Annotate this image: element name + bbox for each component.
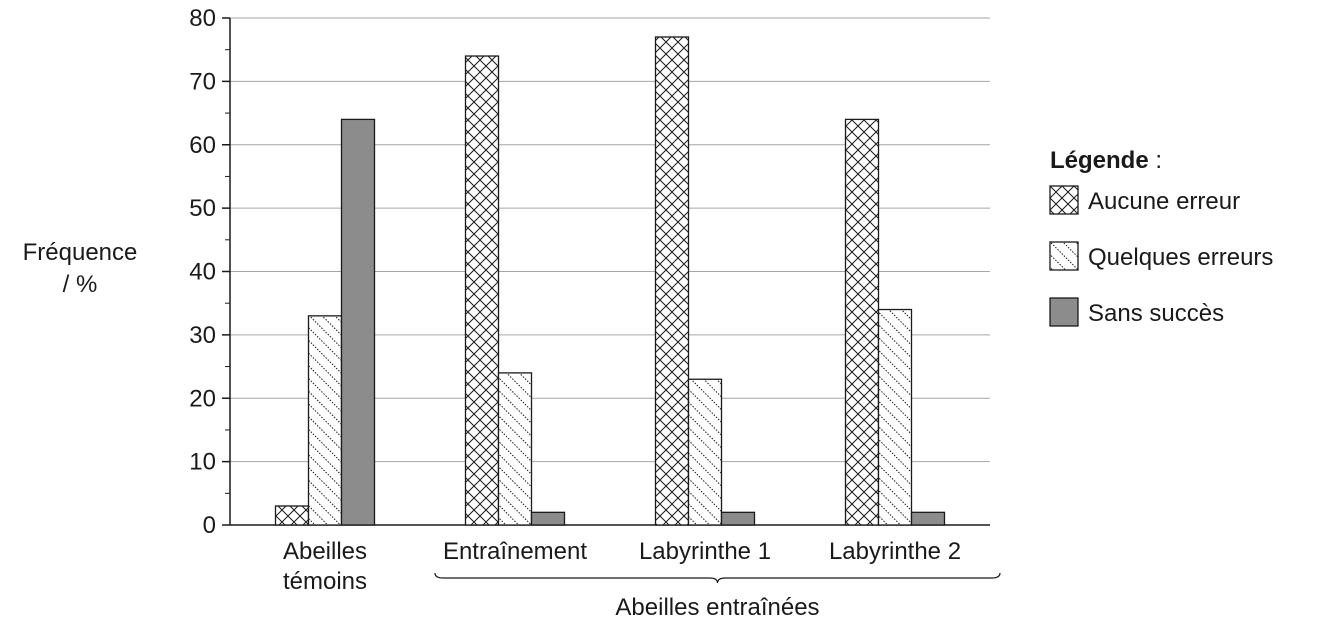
y-axis-title-text: Fréquence / % [23,239,138,298]
y-tick-label: 60 [189,132,216,159]
category-label: Labyrinthe 1 [639,538,771,565]
bars [274,36,946,526]
y-tick-label: 30 [189,322,216,349]
bar-aucune-erreur-0 [274,505,310,526]
bar-aucune-erreur-3 [844,118,880,526]
bar-aucune-erreur-1 [464,55,500,526]
legend-swatch [1049,297,1079,327]
category-label: Entraînement [443,538,587,565]
legend-entry-label: Sans succès [1088,300,1224,327]
x-axis-labels: Abeilles témoins Entraînement Labyrinthe 1 L… [283,538,961,595]
bar-sans-succ-s-2 [720,511,756,526]
bar-aucune-erreur-2 [654,36,690,526]
legend-swatch [1049,185,1079,215]
bar-sans-succ-s-3 [910,511,946,526]
bar-quelques-erreurs-2 [687,378,723,526]
category-label: Labyrinthe 2 [829,538,961,565]
y-tick-label: 20 [189,385,216,412]
legend: Légende : Aucune erreur Quelques erreurs Sa… [1049,147,1273,327]
legend-title: Légende : [1050,147,1162,174]
legend-entry-label: Aucune erreur [1088,188,1240,215]
y-tick-label: 70 [189,68,216,95]
bar-quelques-erreurs-1 [497,372,533,526]
group-brace: Abeilles entraînées [434,572,1001,621]
y-tick-label: 40 [189,259,216,286]
legend-swatch [1049,241,1079,271]
y-tick-label: 10 [189,449,216,476]
y-axis: 0 10 20 30 40 50 60 70 80 [189,5,990,539]
category-label: Abeilles témoins [283,538,367,595]
legend-entry-label: Quelques erreurs [1088,244,1273,271]
bar-quelques-erreurs-0 [307,315,343,526]
group-label: Abeilles entraînées [615,594,819,617]
bar-sans-succ-s-0 [340,118,376,526]
y-axis-title: Fréquence / % [23,239,138,298]
y-tick-label: 0 [203,512,216,539]
bar-sans-succ-s-1 [530,511,566,526]
y-tick-label: 80 [189,5,216,32]
group-brace-line [434,572,1001,584]
bar-quelques-erreurs-3 [877,308,913,526]
y-tick-label: 50 [189,195,216,222]
